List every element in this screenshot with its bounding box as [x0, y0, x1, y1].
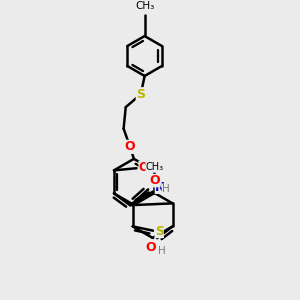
Text: O: O [125, 140, 135, 153]
Text: S: S [154, 225, 164, 238]
Text: H: H [158, 246, 166, 256]
Text: CH₃: CH₃ [135, 2, 154, 11]
Text: O: O [145, 241, 156, 254]
Text: H: H [162, 184, 170, 194]
Text: N: N [155, 181, 165, 194]
Text: O: O [139, 161, 149, 174]
Text: O: O [150, 174, 160, 187]
Text: N: N [146, 243, 156, 256]
Text: CH₃: CH₃ [146, 162, 164, 172]
Text: S: S [136, 88, 145, 101]
